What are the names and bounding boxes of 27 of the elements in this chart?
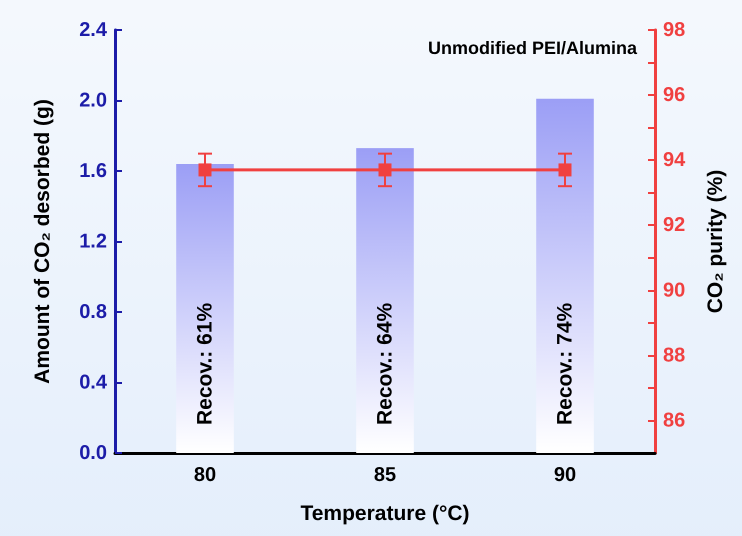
y2-tick-label: 98 — [663, 19, 686, 41]
y-tick-label: 1.6 — [79, 160, 107, 182]
x-axis-title: Temperature (°C) — [300, 502, 470, 525]
y-tick-label: 1.2 — [79, 230, 107, 252]
y2-tick-label: 90 — [663, 279, 686, 302]
y-tick-label: 0.0 — [79, 442, 107, 464]
x-tick-label: 90 — [554, 464, 576, 486]
annotation: Recov.: 64% — [374, 302, 396, 425]
y-tick-label: 0.4 — [79, 372, 108, 394]
bar — [536, 98, 594, 453]
annotation: Recov.: 61% — [194, 302, 216, 425]
y2-tick-label: 88 — [663, 344, 686, 366]
y2-tick-label: 94 — [663, 149, 686, 172]
chart-title: Unmodified PEI/Alumina — [428, 38, 638, 58]
y2-axis-title: CO₂ purity (%) — [704, 170, 727, 314]
x-tick-label: 80 — [194, 464, 216, 486]
bar — [176, 164, 234, 453]
x-tick-label: 85 — [374, 464, 396, 486]
y2-tick-label: 86 — [663, 409, 686, 432]
y2-tick-label: 92 — [663, 214, 686, 236]
y-tick-label: 0.8 — [79, 301, 107, 323]
y-axis-title: Amount of CO₂ desorbed (g) — [31, 99, 54, 384]
bar — [356, 148, 414, 453]
annotation: Recov.: 74% — [554, 302, 576, 425]
y-tick-label: 2.0 — [79, 90, 107, 112]
y2-tick-label: 96 — [663, 84, 686, 106]
y-tick-label: 2.4 — [79, 19, 108, 41]
